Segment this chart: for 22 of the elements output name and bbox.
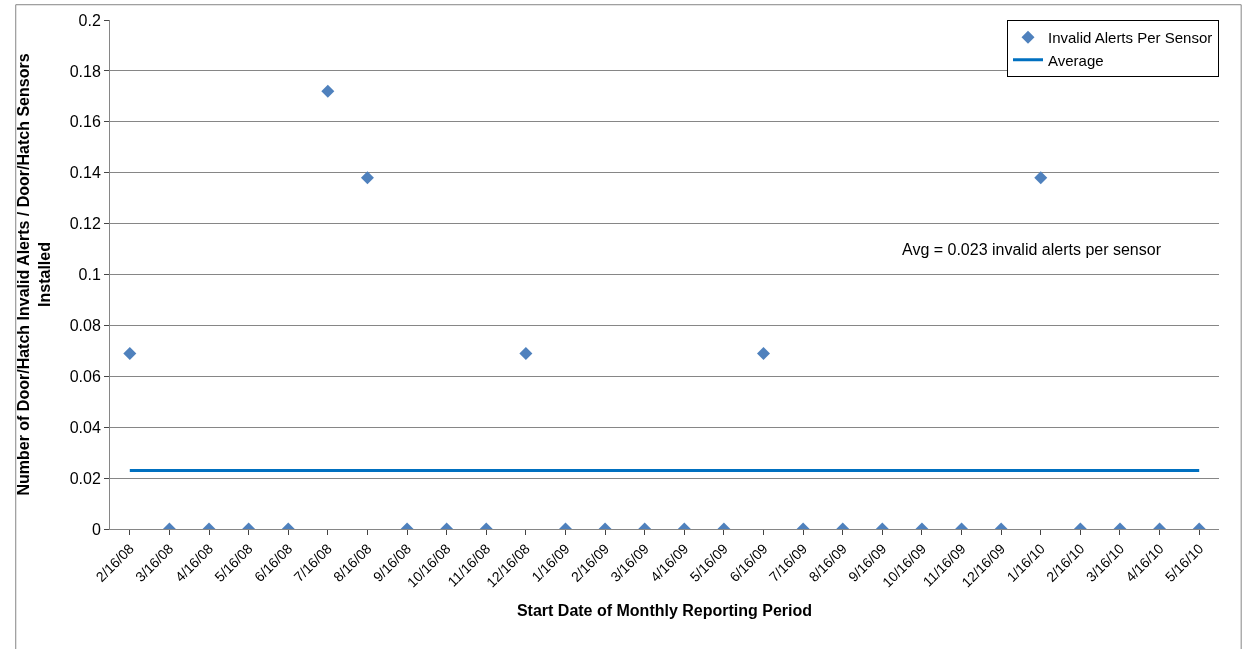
y-tick-label: 0 xyxy=(91,520,101,538)
y-tick-label: 0.04 xyxy=(69,418,101,436)
y-tick-label: 0.02 xyxy=(69,469,101,487)
y-tick-label: 0.12 xyxy=(69,215,101,233)
point xyxy=(519,346,533,360)
y-tick-label: 0.2 xyxy=(78,11,101,29)
y-tick-label: 0.06 xyxy=(69,367,101,385)
point xyxy=(757,346,771,360)
annotation: Avg = 0.023 invalid alerts per sensor xyxy=(902,241,1162,258)
legend-label: Invalid Alerts Per Sensor xyxy=(1048,29,1213,47)
point xyxy=(321,84,335,98)
legend-label: Average xyxy=(1048,51,1104,69)
y-tick-label: 0.16 xyxy=(69,113,101,131)
y-tick-label: 0.1 xyxy=(78,266,101,284)
point xyxy=(360,171,374,185)
y-axis-title: Number of Door/Hatch Invalid Alerts / Door/Hatch Sensors Installed xyxy=(14,53,53,496)
point xyxy=(1034,171,1048,185)
y-tick-label: 0.08 xyxy=(69,317,101,334)
point xyxy=(123,346,137,360)
x-axis-title: Start Date of Monthly Reporting Period xyxy=(516,602,813,620)
y-tick-label: 0.14 xyxy=(69,164,101,182)
y-tick-label: 0.18 xyxy=(69,62,101,80)
